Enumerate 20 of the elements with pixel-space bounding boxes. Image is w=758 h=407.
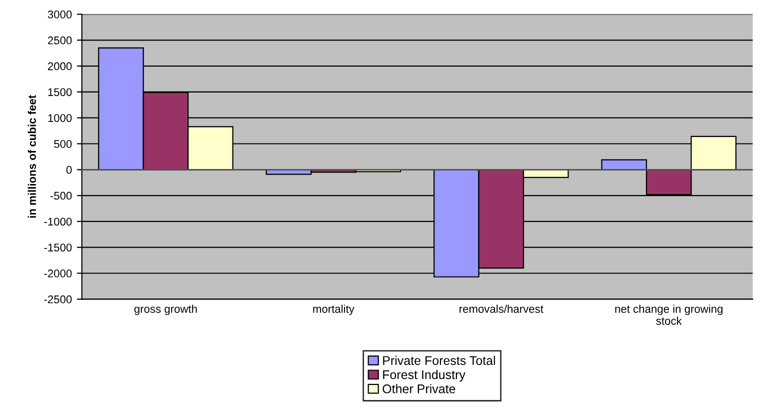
y-tick-label: 1500 (48, 88, 72, 96)
y-tick-label: 2000 (48, 62, 72, 70)
y-tick-label: -2000 (44, 270, 72, 278)
y-axis-title: in millions of cubic feet (28, 95, 36, 218)
y-tick-label: 500 (54, 140, 72, 148)
y-tick-label: -1500 (44, 244, 72, 252)
y-tick-label: -500 (50, 192, 72, 200)
y-tick-label: 0 (66, 166, 72, 174)
y-tick-label: 2500 (48, 36, 72, 44)
y-tick-label: -1000 (44, 218, 72, 226)
y-tick-label: -2500 (44, 295, 72, 304)
x-tick-label: net change in growing stock (615, 304, 722, 325)
legend-label: Private Forests Total (383, 356, 495, 365)
x-tick-label: gross growth (134, 304, 197, 316)
x-tick-label: removals/harvest (460, 304, 544, 313)
y-tick-label: 3000 (48, 10, 72, 18)
legend-label: Forest Industry (383, 370, 466, 382)
y-tick-label: 1000 (48, 114, 72, 122)
legend-label: Other Private (382, 384, 456, 394)
x-tick-label: mortality (313, 304, 354, 316)
